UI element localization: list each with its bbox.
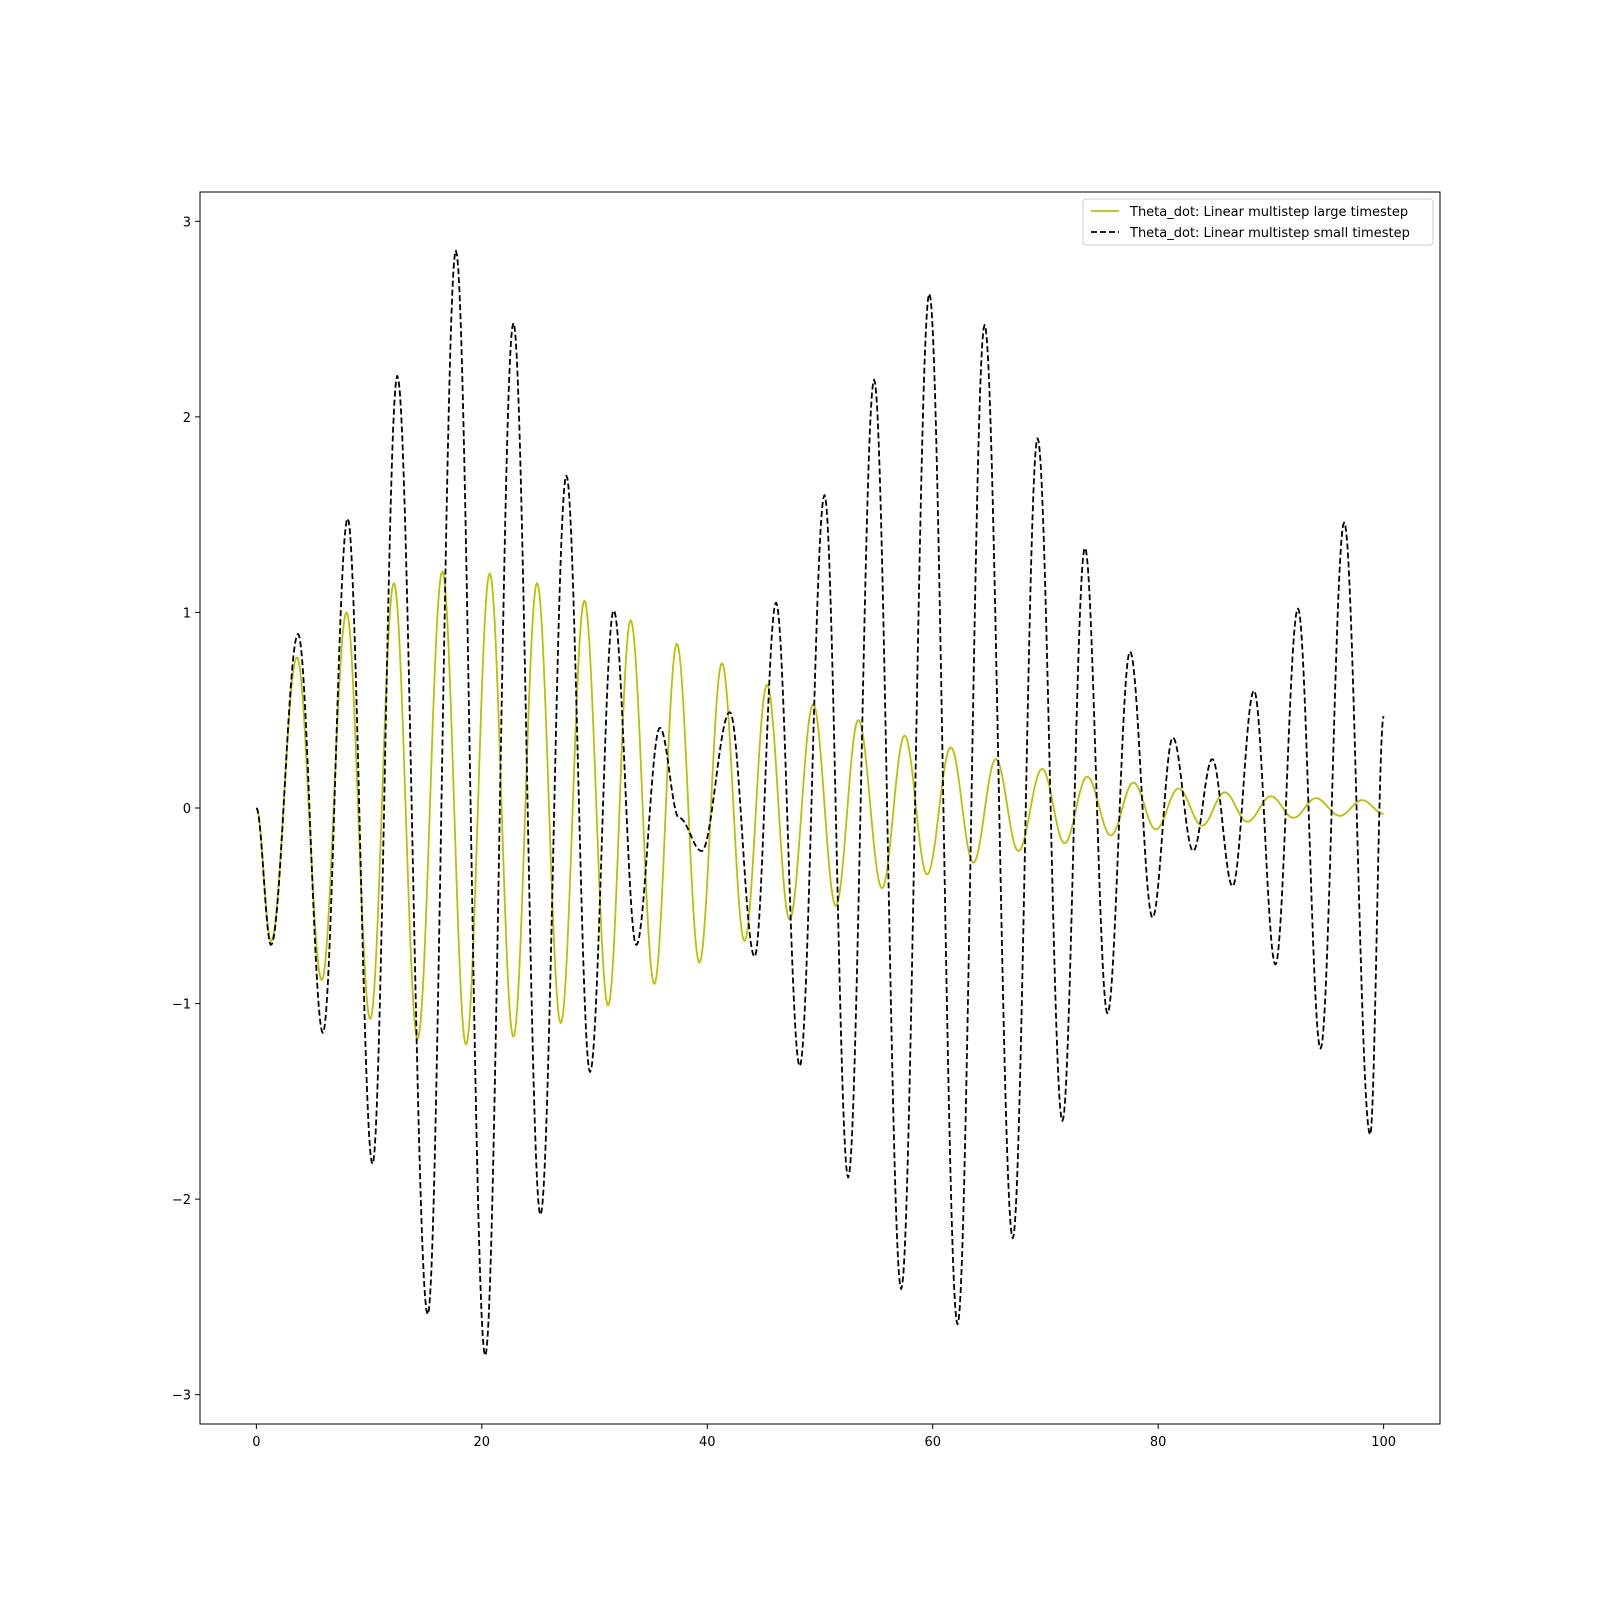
y-tick-label: 3 — [183, 215, 191, 230]
x-tick-label: 60 — [924, 1435, 941, 1450]
series-layer — [255, 249, 1385, 1357]
y-tick-label: −2 — [172, 1193, 191, 1208]
series-small-timestep — [255, 249, 1385, 1357]
x-tick-label: 0 — [252, 1435, 260, 1450]
x-tick-label: 20 — [474, 1435, 491, 1450]
x-tick-label: 100 — [1371, 1435, 1396, 1450]
y-axis: −3 −2 −1 0 1 2 3 — [172, 215, 200, 1404]
legend-label-small-timestep: Theta_dot: Linear multistep small timest… — [1129, 226, 1410, 241]
series-large-timestep — [255, 570, 1384, 1046]
x-axis: 0 20 40 60 80 100 — [252, 1424, 1396, 1450]
legend-label-large-timestep: Theta_dot: Linear multistep large timest… — [1129, 205, 1408, 220]
y-tick-label: −1 — [172, 998, 191, 1013]
y-tick-label: 2 — [183, 411, 191, 426]
y-tick-label: 0 — [183, 802, 191, 817]
x-tick-label: 80 — [1150, 1435, 1167, 1450]
y-tick-label: 1 — [183, 606, 191, 621]
legend-box — [1082, 198, 1434, 246]
legend: Theta_dot: Linear multistep large timest… — [1082, 198, 1434, 246]
y-tick-label: −3 — [172, 1389, 191, 1404]
plot-area — [200, 192, 1440, 1424]
x-tick-label: 40 — [699, 1435, 716, 1450]
